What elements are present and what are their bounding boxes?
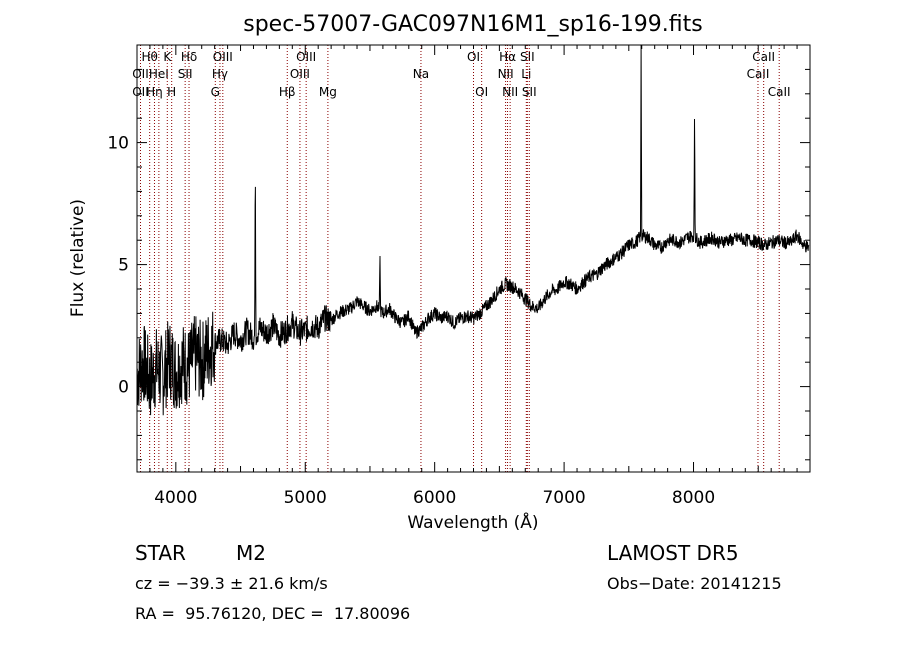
- axis-ticks: 4000 5000 6000 7000 8000 0 5 10: [107, 44, 811, 508]
- line-marker-label: Hδ: [181, 50, 197, 64]
- line-marker-label: CaII: [747, 67, 770, 81]
- line-marker-label: Hη: [146, 85, 163, 99]
- line-marker-label: OII: [132, 67, 149, 81]
- data-layer: [136, 44, 810, 416]
- line-marker-label: SII: [520, 50, 535, 64]
- x-tick-label: 7000: [542, 488, 585, 508]
- x-tick-label: 4000: [154, 488, 197, 508]
- spectral-line-markers: OIIOIIHθHηHeIKHSIIHδGHγOIIIHβOIIIOIIIMgN…: [132, 45, 791, 472]
- line-marker-label: H: [167, 85, 176, 99]
- line-marker-label: CaII: [768, 85, 791, 99]
- line-marker-label: OI: [467, 50, 480, 64]
- y-tick-label: 0: [118, 378, 129, 398]
- survey-name: LAMOST DR5: [607, 541, 739, 565]
- line-marker-label: Hγ: [212, 67, 228, 81]
- chart-title: spec-57007-GAC097N16M1_sp16-199.fits: [243, 12, 703, 37]
- line-marker-label: Li: [521, 67, 531, 81]
- line-marker-label: OIII: [290, 67, 310, 81]
- line-marker-label: Mg: [319, 85, 337, 99]
- observation-date: Obs−Date: 20141215: [607, 574, 782, 593]
- line-marker-label: Hα: [499, 50, 516, 64]
- line-marker-label: K: [163, 50, 172, 64]
- object-class: STAR: [135, 541, 186, 565]
- line-marker-label: G: [211, 85, 220, 99]
- y-axis-label: Flux (relative): [68, 199, 88, 317]
- line-marker-label: Hβ: [279, 85, 296, 99]
- line-marker-label: SII: [522, 85, 537, 99]
- line-marker-label: NII: [498, 67, 514, 81]
- y-tick-label: 5: [118, 256, 129, 276]
- line-marker-label: Na: [413, 67, 429, 81]
- line-marker-label: Hθ: [141, 50, 157, 64]
- sky-coordinates: RA = 95.76120, DEC = 17.80096: [135, 604, 411, 623]
- line-marker-label: OIII: [296, 50, 316, 64]
- redshift-velocity: cz = −39.3 ± 21.6 km/s: [135, 574, 328, 593]
- y-tick-label: 10: [107, 134, 129, 154]
- object-subclass: M2: [236, 541, 266, 565]
- line-marker-label: HeI: [149, 67, 169, 81]
- x-axis-label: Wavelength (Å): [407, 511, 538, 533]
- line-marker-label: CaII: [752, 50, 775, 64]
- x-tick-label: 5000: [284, 488, 327, 508]
- line-marker-label: OIII: [213, 50, 233, 64]
- spectrum-line: [136, 44, 810, 416]
- line-marker-label: OII: [132, 85, 149, 99]
- line-marker-label: NII: [502, 85, 518, 99]
- line-marker-label: SII: [178, 67, 193, 81]
- x-tick-label: 6000: [413, 488, 456, 508]
- line-marker-label: OI: [475, 85, 488, 99]
- x-tick-label: 8000: [672, 488, 715, 508]
